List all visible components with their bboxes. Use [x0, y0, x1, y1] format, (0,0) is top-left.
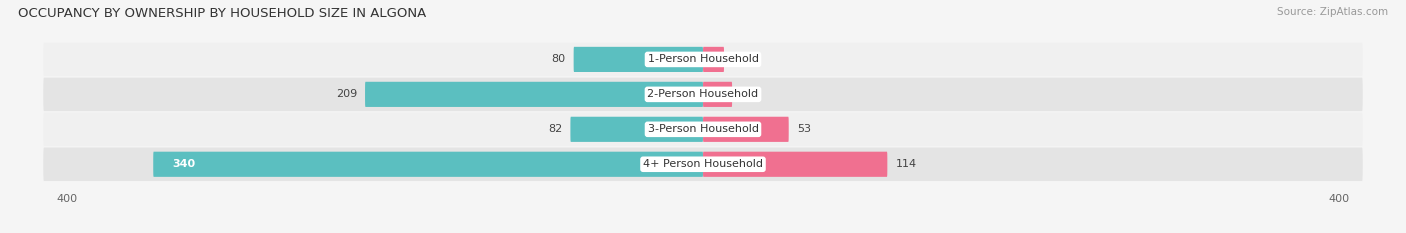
Text: 400: 400: [1329, 194, 1350, 204]
Text: 400: 400: [56, 194, 77, 204]
FancyBboxPatch shape: [703, 152, 887, 177]
Text: 3-Person Household: 3-Person Household: [648, 124, 758, 134]
FancyBboxPatch shape: [44, 43, 1362, 76]
Text: OCCUPANCY BY OWNERSHIP BY HOUSEHOLD SIZE IN ALGONA: OCCUPANCY BY OWNERSHIP BY HOUSEHOLD SIZE…: [18, 7, 426, 20]
Text: 2-Person Household: 2-Person Household: [647, 89, 759, 99]
FancyBboxPatch shape: [703, 117, 789, 142]
FancyBboxPatch shape: [153, 152, 703, 177]
Text: 80: 80: [551, 55, 565, 64]
FancyBboxPatch shape: [571, 117, 703, 142]
Text: 1-Person Household: 1-Person Household: [648, 55, 758, 64]
FancyBboxPatch shape: [44, 113, 1362, 146]
Text: 53: 53: [797, 124, 811, 134]
Text: 82: 82: [548, 124, 562, 134]
FancyBboxPatch shape: [366, 82, 703, 107]
Text: 209: 209: [336, 89, 357, 99]
FancyBboxPatch shape: [703, 82, 733, 107]
Text: 114: 114: [896, 159, 917, 169]
FancyBboxPatch shape: [44, 78, 1362, 111]
Text: 340: 340: [173, 159, 195, 169]
Legend: Owner-occupied, Renter-occupied: Owner-occupied, Renter-occupied: [586, 230, 820, 233]
FancyBboxPatch shape: [574, 47, 703, 72]
FancyBboxPatch shape: [44, 147, 1362, 181]
Text: 13: 13: [733, 55, 747, 64]
Text: Source: ZipAtlas.com: Source: ZipAtlas.com: [1277, 7, 1388, 17]
Text: 4+ Person Household: 4+ Person Household: [643, 159, 763, 169]
Text: 18: 18: [740, 89, 754, 99]
FancyBboxPatch shape: [703, 47, 724, 72]
